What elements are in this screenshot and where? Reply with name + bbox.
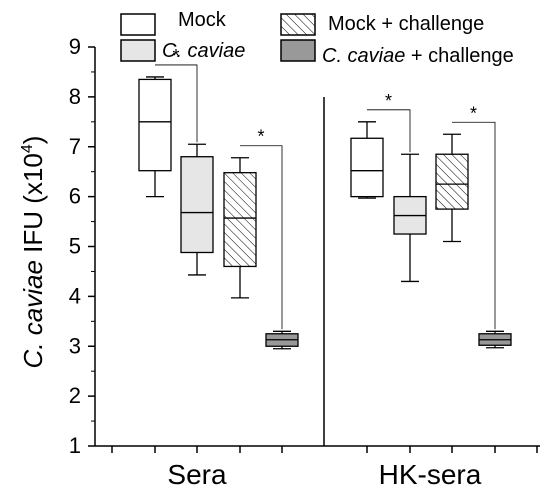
y-tick-label: 7 (69, 134, 81, 159)
box (180, 156, 214, 254)
box (435, 153, 469, 210)
legend-swatch-mock-challenge (280, 13, 316, 36)
legend-label-mock: Mock (178, 9, 227, 31)
significance-bracket (155, 64, 198, 143)
y-axis-title: C. caviae IFU (x104) (18, 136, 48, 369)
y-tick-label: 8 (69, 84, 81, 109)
y-tick-label: 6 (69, 184, 81, 209)
box (350, 137, 384, 198)
x-group-label: HK-sera (379, 459, 482, 490)
significance-bracket (240, 145, 283, 330)
y-tick-label: 5 (69, 234, 81, 259)
box (223, 172, 257, 268)
significance-marks: * * * * (155, 46, 496, 330)
legend-label-c-caviae-challenge-italic: C. caviae (322, 45, 405, 67)
legend-label-c-caviae: C. caviae (162, 40, 245, 62)
legend-swatch-mock (120, 13, 156, 36)
legend-label-c-caviae-challenge-rest: + challenge (405, 45, 513, 67)
significance-bracket (367, 109, 411, 153)
y-axis-title-text: IFU (x10 (18, 153, 48, 260)
significance-star: * (257, 127, 264, 147)
boxes (138, 76, 512, 350)
significance-star: * (172, 46, 179, 66)
legend: Mock C. caviae Mock + challenge C. cavia… (120, 9, 514, 67)
legend-swatch-c-caviae (120, 39, 156, 62)
significance-star: * (470, 103, 477, 123)
x-group-label: Sera (167, 459, 227, 490)
significance-bracket (452, 121, 496, 330)
legend-label-mock-challenge: Mock + challenge (328, 13, 484, 35)
box (138, 78, 172, 172)
axes: 1 2 3 4 5 6 7 8 9 Sera HK-sera (69, 34, 540, 490)
y-axis-title-italic: C. caviae (18, 260, 48, 368)
y-tick-label: 4 (69, 283, 81, 308)
legend-label-c-caviae-challenge: C. caviae + challenge (322, 45, 514, 67)
y-tick-label: 3 (69, 333, 81, 358)
y-axis-title-exponent: 4 (19, 144, 36, 153)
legend-swatch-c-caviae-challenge (280, 39, 316, 62)
y-tick-label: 2 (69, 383, 81, 408)
significance-star: * (385, 91, 392, 111)
y-axis-title-close: ) (18, 136, 48, 145)
y-tick-label: 9 (69, 34, 81, 59)
y-tick-label: 1 (69, 433, 81, 458)
